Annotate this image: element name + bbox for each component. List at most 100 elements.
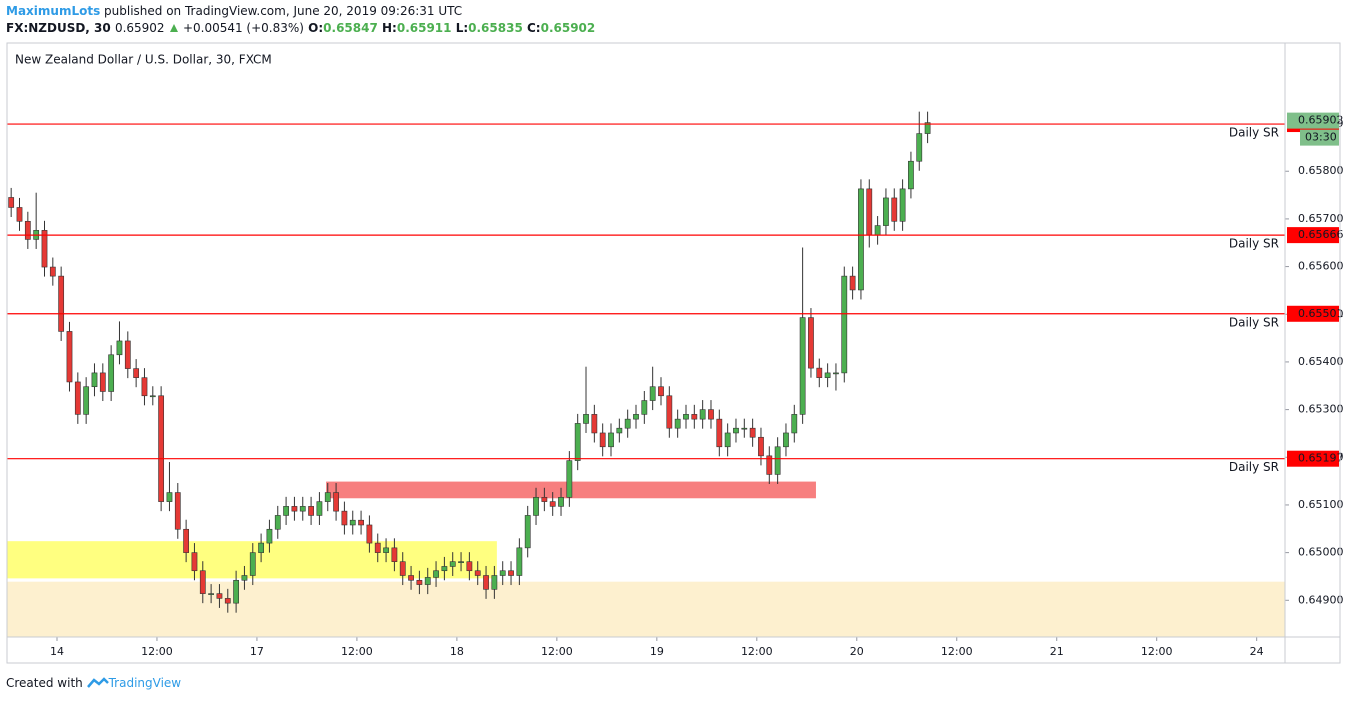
- candle-body: [133, 368, 140, 378]
- last-price-box: [1287, 112, 1339, 129]
- candle-body: [266, 528, 273, 544]
- candle-body: [208, 593, 214, 595]
- x-tick-label: 18: [450, 645, 464, 658]
- x-tick-label: 12:00: [541, 645, 573, 658]
- candle-body: [649, 386, 656, 401]
- candle-body: [516, 547, 523, 576]
- candle-body: [449, 561, 456, 567]
- candle-body: [624, 418, 631, 429]
- sr-price-box: [1287, 227, 1339, 244]
- candle-body: [916, 133, 923, 162]
- candle-body: [374, 542, 381, 553]
- sr-price-box: [1287, 305, 1339, 322]
- candle-body: [491, 575, 498, 590]
- candle-body: [849, 275, 856, 291]
- candle-body: [499, 570, 506, 576]
- footer-text: Created with: [6, 676, 83, 690]
- candle-body: [224, 598, 231, 604]
- candle-body: [108, 354, 115, 392]
- candle-body: [749, 427, 756, 438]
- candle-body: [524, 515, 531, 549]
- candle-body: [783, 432, 789, 448]
- candle-body: [466, 561, 473, 572]
- sr-label: Daily SR: [1229, 460, 1279, 474]
- candle-body: [733, 427, 739, 434]
- candle-body: [216, 593, 223, 599]
- ohlc-c: 0.65902: [540, 21, 596, 35]
- candle-body: [599, 432, 606, 448]
- candle-body: [816, 367, 823, 378]
- candle-body: [424, 577, 431, 585]
- candle-body: [683, 414, 689, 420]
- candle-body: [841, 275, 848, 374]
- candle-body: [416, 579, 423, 585]
- change: +0.00541 (+0.83%): [182, 21, 304, 35]
- quote-line: FX:NZDUSD, 30 0.65902 +0.00541 (+0.83%) …: [6, 21, 595, 35]
- frame: [6, 42, 1341, 664]
- candle-body: [258, 542, 264, 553]
- marks: [7, 111, 1285, 613]
- chart: 0.649000.650000.651000.652000.653000.654…: [6, 42, 1344, 664]
- candle-body: [574, 423, 581, 461]
- tv-logo: [86, 677, 109, 688]
- ohlc-l-label: L:: [455, 21, 469, 35]
- candle-body: [866, 188, 873, 236]
- last-price-label: 0.65902: [1298, 114, 1344, 127]
- up-arrow: [169, 24, 178, 32]
- candle-body: [558, 497, 564, 507]
- candle-body: [883, 197, 889, 226]
- candle-body: [66, 331, 73, 383]
- candle-body: [608, 432, 614, 448]
- x-tick-label: 21: [1050, 645, 1064, 658]
- countdown-box: [1300, 129, 1339, 146]
- candle-body: [383, 547, 389, 553]
- ohlc-o: 0.65847: [323, 21, 378, 35]
- footer: Created with TradingView: [6, 676, 181, 690]
- zone: [7, 581, 1285, 637]
- candle-body: [716, 418, 723, 448]
- candle-body: [908, 160, 914, 190]
- candle-body: [191, 552, 198, 572]
- candle-body: [458, 561, 464, 563]
- candle-body: [91, 372, 98, 388]
- candle-body: [41, 230, 48, 268]
- author[interactable]: MaximumLots: [6, 4, 101, 18]
- candle-body: [791, 414, 798, 434]
- plot-area: [7, 43, 1285, 637]
- candle-body: [874, 225, 881, 236]
- x-tick-label: 12:00: [1141, 645, 1173, 658]
- symbol: FX:NZDUSD, 30: [6, 21, 111, 35]
- candle-body: [833, 372, 839, 375]
- axes: 0.649000.650000.651000.652000.653000.654…: [50, 112, 1344, 658]
- candle-body: [408, 575, 414, 581]
- candle-body: [391, 547, 398, 562]
- candle-body: [549, 501, 556, 507]
- candle-body: [116, 340, 123, 356]
- candle-body: [633, 414, 639, 420]
- candle-body: [83, 386, 90, 415]
- y-tick-label: 0.64900: [1298, 593, 1344, 606]
- ohlc-h-label: H:: [382, 21, 397, 35]
- candle-body: [349, 519, 356, 526]
- candle-body: [858, 188, 864, 291]
- candle-body: [183, 528, 190, 553]
- candle-body: [541, 497, 548, 502]
- candle-body: [824, 372, 831, 378]
- countdown-label: 03:30: [1305, 131, 1337, 144]
- candle-body: [99, 372, 106, 392]
- candle-body: [358, 519, 364, 526]
- candle-body: [291, 506, 298, 512]
- y-tick-label: 0.65300: [1298, 403, 1344, 416]
- candle-body: [433, 570, 439, 578]
- candle-body: [741, 427, 748, 430]
- candle-body: [16, 207, 23, 222]
- candle-body: [508, 570, 514, 576]
- candle-body: [249, 552, 256, 576]
- footer-brand[interactable]: TradingView: [108, 676, 182, 690]
- candle-body: [691, 414, 698, 420]
- candle-body: [399, 561, 406, 576]
- candle-body: [899, 188, 906, 222]
- candle-body: [174, 492, 181, 530]
- sr-price-box: [1287, 450, 1339, 467]
- candle-body: [441, 566, 448, 572]
